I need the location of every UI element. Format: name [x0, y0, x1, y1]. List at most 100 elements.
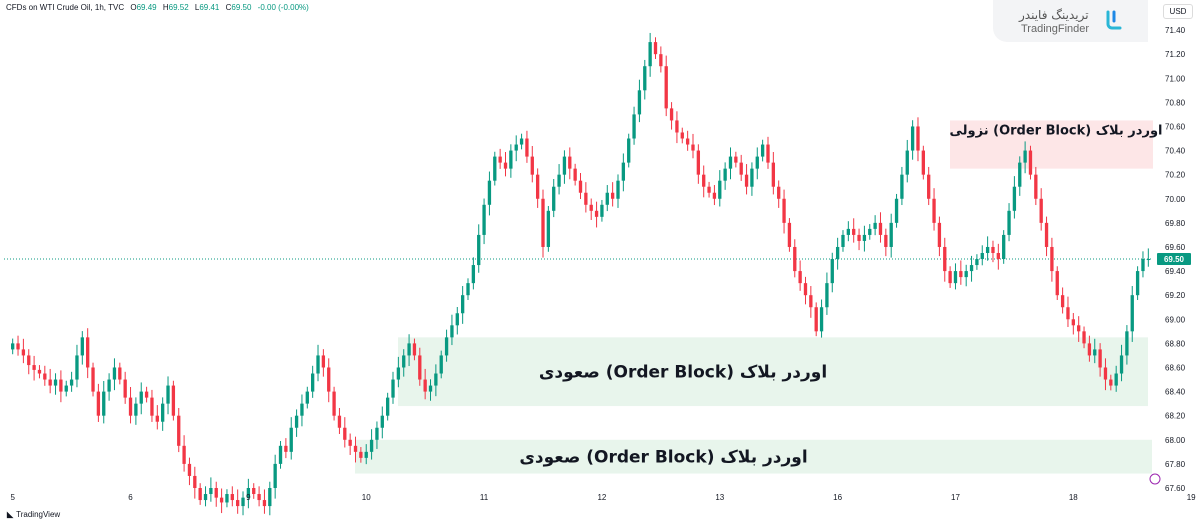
- candle-body: [964, 271, 968, 278]
- candle-body: [11, 343, 15, 350]
- candle-body: [439, 355, 443, 374]
- candle-body: [1098, 349, 1102, 368]
- candle-body: [294, 415, 299, 428]
- candle-body: [846, 228, 851, 235]
- candle-body: [1050, 246, 1054, 272]
- candle-body: [1012, 186, 1017, 211]
- candle-body: [1018, 162, 1022, 187]
- candle-body: [685, 138, 690, 145]
- low-value: 69.41: [199, 3, 220, 12]
- watermark-persian: تریدینگ فایندر: [1019, 8, 1089, 22]
- candle-body: [236, 500, 240, 507]
- candle-body: [857, 234, 861, 241]
- y-tick-label: 70.40: [1165, 147, 1186, 156]
- candle-body: [118, 367, 122, 380]
- candle-body: [139, 391, 143, 404]
- candle-body: [375, 427, 379, 440]
- candle-body: [252, 488, 256, 495]
- candle-body: [112, 367, 117, 380]
- candle-body: [664, 66, 668, 109]
- y-tick-label: 70.00: [1165, 195, 1186, 204]
- candle-body: [1119, 355, 1124, 374]
- candle-body: [744, 174, 749, 187]
- candle-body: [841, 234, 845, 247]
- candle-body: [332, 391, 336, 416]
- y-tick-label: 68.40: [1165, 388, 1186, 397]
- candle-body: [825, 283, 829, 308]
- candle-body: [59, 379, 63, 392]
- candle-body: [503, 162, 508, 169]
- y-tick-label: 71.00: [1165, 74, 1186, 83]
- settings-icon: [1149, 473, 1161, 485]
- candle-body: [584, 192, 588, 205]
- candle-body: [637, 90, 642, 115]
- candle-body: [284, 445, 288, 452]
- candle-body: [573, 168, 577, 181]
- x-tick-label: 9: [246, 493, 251, 502]
- candle-body: [803, 283, 808, 296]
- y-tick-label: 70.20: [1165, 171, 1186, 180]
- y-tick-label: 69.80: [1165, 219, 1186, 228]
- candle-body: [262, 500, 267, 507]
- candle-body: [150, 397, 154, 416]
- bullish-order-block-label: اوردر بلاک (Order Block) صعودی: [519, 448, 807, 468]
- candle-body: [894, 198, 899, 223]
- candle-body: [927, 174, 931, 199]
- candle-body: [739, 162, 743, 175]
- candle-body: [273, 463, 277, 488]
- candle-body: [203, 494, 208, 501]
- candle-body: [771, 162, 776, 187]
- candle-body: [1135, 271, 1140, 296]
- candle-body: [434, 373, 438, 386]
- y-tick-label: 69.40: [1165, 267, 1186, 276]
- candle-body: [1146, 259, 1150, 261]
- candle-body: [541, 198, 545, 247]
- candle-body: [493, 156, 497, 181]
- candle-body: [959, 271, 963, 278]
- candle-body: [230, 494, 234, 501]
- y-tick-label: 70.60: [1165, 122, 1186, 131]
- candle-body: [852, 228, 856, 235]
- candle-body: [337, 415, 342, 428]
- tradingview-logo: ◣ TradingView: [7, 510, 60, 519]
- candle-body: [16, 343, 20, 350]
- candle-body: [364, 451, 368, 458]
- candle-body: [707, 186, 711, 193]
- candle-body: [128, 397, 133, 416]
- candle-body: [900, 174, 904, 199]
- bearish-order-block-label: اوردر بلاک (Order Block) نزولی: [950, 123, 1163, 138]
- candle-body: [369, 439, 374, 452]
- candle-body: [985, 246, 990, 253]
- candle-body: [868, 228, 872, 235]
- candle-body: [396, 367, 401, 380]
- candle-body: [793, 246, 797, 272]
- candle-body: [482, 204, 486, 235]
- currency-button[interactable]: USD: [1163, 4, 1193, 19]
- candle-body: [477, 234, 481, 266]
- y-tick-label: 68.20: [1165, 412, 1186, 421]
- candle-body: [696, 150, 701, 175]
- candle-body: [643, 66, 647, 91]
- candle-body: [594, 210, 599, 217]
- candle-body: [418, 355, 422, 380]
- candle-body: [980, 253, 984, 260]
- y-tick-label: 67.80: [1165, 460, 1186, 469]
- candle-body: [932, 198, 936, 223]
- candle-body: [884, 234, 888, 247]
- candle-body: [69, 379, 74, 386]
- candle-body: [616, 180, 620, 199]
- candle-body: [562, 156, 567, 175]
- candle-body: [916, 126, 920, 151]
- candle-body: [64, 385, 68, 392]
- candle-body: [193, 475, 197, 488]
- candle-body: [659, 54, 663, 67]
- candle-body: [1023, 150, 1027, 163]
- high-label: H: [162, 3, 169, 12]
- candle-body: [1082, 331, 1086, 344]
- tradingfinder-logo-icon: [1106, 10, 1122, 30]
- candle-body: [348, 439, 352, 446]
- candle-body: [835, 246, 840, 260]
- candle-body: [787, 222, 792, 247]
